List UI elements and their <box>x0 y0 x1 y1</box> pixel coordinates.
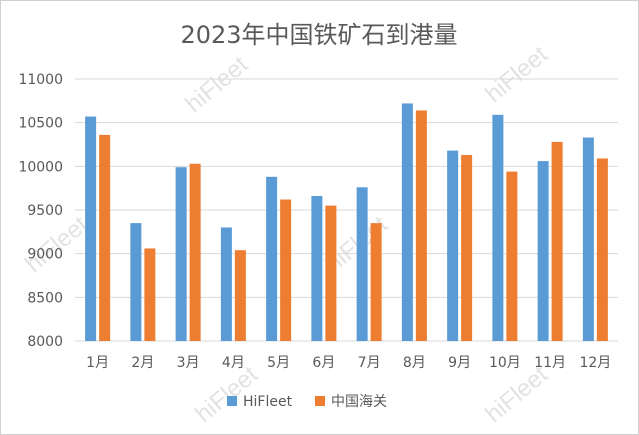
bar-customs <box>506 171 518 341</box>
y-tick-label: 8000 <box>27 334 63 350</box>
bar-hifleet <box>130 223 142 341</box>
x-tick-label: 10月 <box>489 355 521 371</box>
x-tick-label: 3月 <box>177 355 200 371</box>
legend-label: 中国海关 <box>331 394 387 410</box>
y-tick-label: 8500 <box>27 290 63 306</box>
x-tick-label: 4月 <box>222 355 245 371</box>
bar-customs <box>415 110 427 341</box>
x-tick-label: 9月 <box>448 355 471 371</box>
x-tick-label: 7月 <box>358 355 381 371</box>
bar-customs <box>234 250 246 341</box>
legend-swatch <box>315 396 325 406</box>
bar-hifleet <box>220 227 232 341</box>
legend-swatch <box>227 396 237 406</box>
bar-hifleet <box>175 167 187 341</box>
bar-customs <box>99 134 111 341</box>
bar-hifleet <box>492 114 504 341</box>
bar-customs <box>144 248 156 341</box>
x-tick-label: 1月 <box>86 355 109 371</box>
bar-customs <box>325 205 337 341</box>
bar-hifleet <box>582 137 594 341</box>
y-tick-label: 9000 <box>27 247 63 263</box>
bar-customs <box>596 158 608 341</box>
x-tick-label: 5月 <box>267 355 290 371</box>
bar-customs <box>280 199 292 341</box>
y-tick-label: 10500 <box>18 116 63 132</box>
bar-hifleet <box>311 196 323 341</box>
x-tick-label: 2月 <box>131 355 154 371</box>
y-tick-label: 9500 <box>27 203 63 219</box>
chart-title: 2023年中国铁矿石到港量 <box>180 21 457 49</box>
x-tick-label: 11月 <box>534 355 566 371</box>
bar-hifleet <box>266 176 278 341</box>
bar-hifleet <box>401 103 413 341</box>
x-tick-label: 6月 <box>312 355 335 371</box>
bar-customs <box>189 163 201 341</box>
x-tick-label: 8月 <box>403 355 426 371</box>
y-tick-label: 10000 <box>18 159 63 175</box>
x-tick-label: 12月 <box>579 355 611 371</box>
legend-label: HiFleet <box>243 394 293 410</box>
bar-hifleet <box>447 150 459 341</box>
bar-hifleet <box>537 161 549 341</box>
bar-customs <box>370 223 382 341</box>
bar-hifleet <box>85 116 97 341</box>
bar-hifleet <box>356 187 368 341</box>
y-tick-label: 11000 <box>18 72 63 88</box>
bar-customs <box>551 141 563 341</box>
bar-customs <box>461 154 473 341</box>
